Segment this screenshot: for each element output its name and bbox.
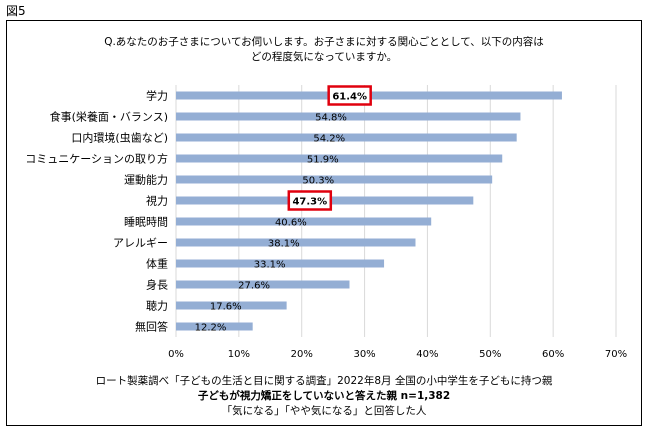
- bar: [176, 322, 253, 331]
- bar: [176, 154, 503, 163]
- value-label: 33.1%: [254, 260, 286, 271]
- question-line-1: Q.あなたのお子さまについてお伺いします。お子さまに対する関心ごととして、以下の…: [104, 35, 544, 48]
- gridlines: [175, 85, 617, 337]
- value-label: 27.6%: [238, 281, 270, 292]
- value-label: 51.9%: [307, 155, 339, 166]
- x-tick-label: 30%: [353, 349, 375, 360]
- category-label: コミュニケーションの取り方: [25, 152, 168, 166]
- value-label: 54.8%: [315, 113, 347, 124]
- category-label: 食事(栄養面・バランス): [50, 110, 168, 124]
- category-label: 口内環境(虫歯など): [71, 131, 168, 145]
- x-axis-ticks: 0% 10% 20% 30% 40% 50% 60% 70%: [168, 349, 627, 360]
- category-label: 睡眠時間: [124, 216, 168, 229]
- value-label: 40.6%: [275, 218, 307, 229]
- highlight-box: [327, 85, 372, 106]
- category-label: 体重: [146, 257, 168, 271]
- bar: [176, 238, 416, 247]
- x-tick-label: 0%: [168, 349, 184, 360]
- value-label: 12.2%: [195, 323, 227, 334]
- bar: [176, 217, 432, 226]
- bar-chart: Q.あなたのお子さまについてお伺いします。お子さまに対する関心ごととして、以下の…: [25, 35, 627, 417]
- bar: [176, 112, 521, 121]
- bar: [176, 301, 287, 310]
- value-label: 38.1%: [268, 239, 300, 250]
- bar: [176, 259, 385, 268]
- value-label: 54.2%: [313, 134, 345, 145]
- figure-label: 図5: [6, 4, 26, 18]
- bar: [176, 280, 350, 289]
- x-tick-label: 60%: [542, 349, 564, 360]
- highlight-box: [287, 190, 333, 211]
- x-tick-label: 20%: [291, 349, 313, 360]
- category-label: 身長: [146, 278, 168, 292]
- category-label: 聴力: [146, 300, 168, 313]
- bar: [176, 175, 493, 184]
- value-label: 61.4%: [332, 92, 367, 103]
- x-tick-label: 10%: [228, 349, 250, 360]
- category-label: 無回答: [135, 320, 168, 334]
- x-tick-label: 70%: [605, 349, 627, 360]
- category-label: 学力: [146, 89, 168, 103]
- value-label: 50.3%: [302, 176, 334, 187]
- x-tick-label: 40%: [416, 349, 438, 360]
- category-label: 視力: [146, 194, 168, 208]
- question-line-2: どの程度気になっていますか。: [251, 50, 397, 63]
- footnote-line-3: 「気になる」「やや気になる」と回答した人: [222, 404, 427, 417]
- chart-frame: Q.あなたのお子さまについてお伺いします。お子さまに対する関心ごととして、以下の…: [6, 20, 642, 426]
- category-label: アレルギー: [113, 237, 168, 250]
- value-label: 17.6%: [210, 302, 242, 313]
- bar: [176, 133, 517, 142]
- category-label: 運動能力: [124, 173, 168, 187]
- value-label: 47.3%: [292, 197, 327, 208]
- footnote-line-2: 子どもが視力矯正をしていないと答えた親 n=1,382: [198, 389, 450, 402]
- footnote-line-1: ロート製薬調べ「子どもの生活と目に関する調査」2022年8月 全国の小中学生を子…: [96, 374, 553, 387]
- bars: [176, 91, 562, 331]
- value-labels: 61.4% 54.8% 54.2% 51.9% 50.3% 47.3% 40.6% 38.1%…: [195, 85, 372, 334]
- x-tick-label: 50%: [479, 349, 501, 360]
